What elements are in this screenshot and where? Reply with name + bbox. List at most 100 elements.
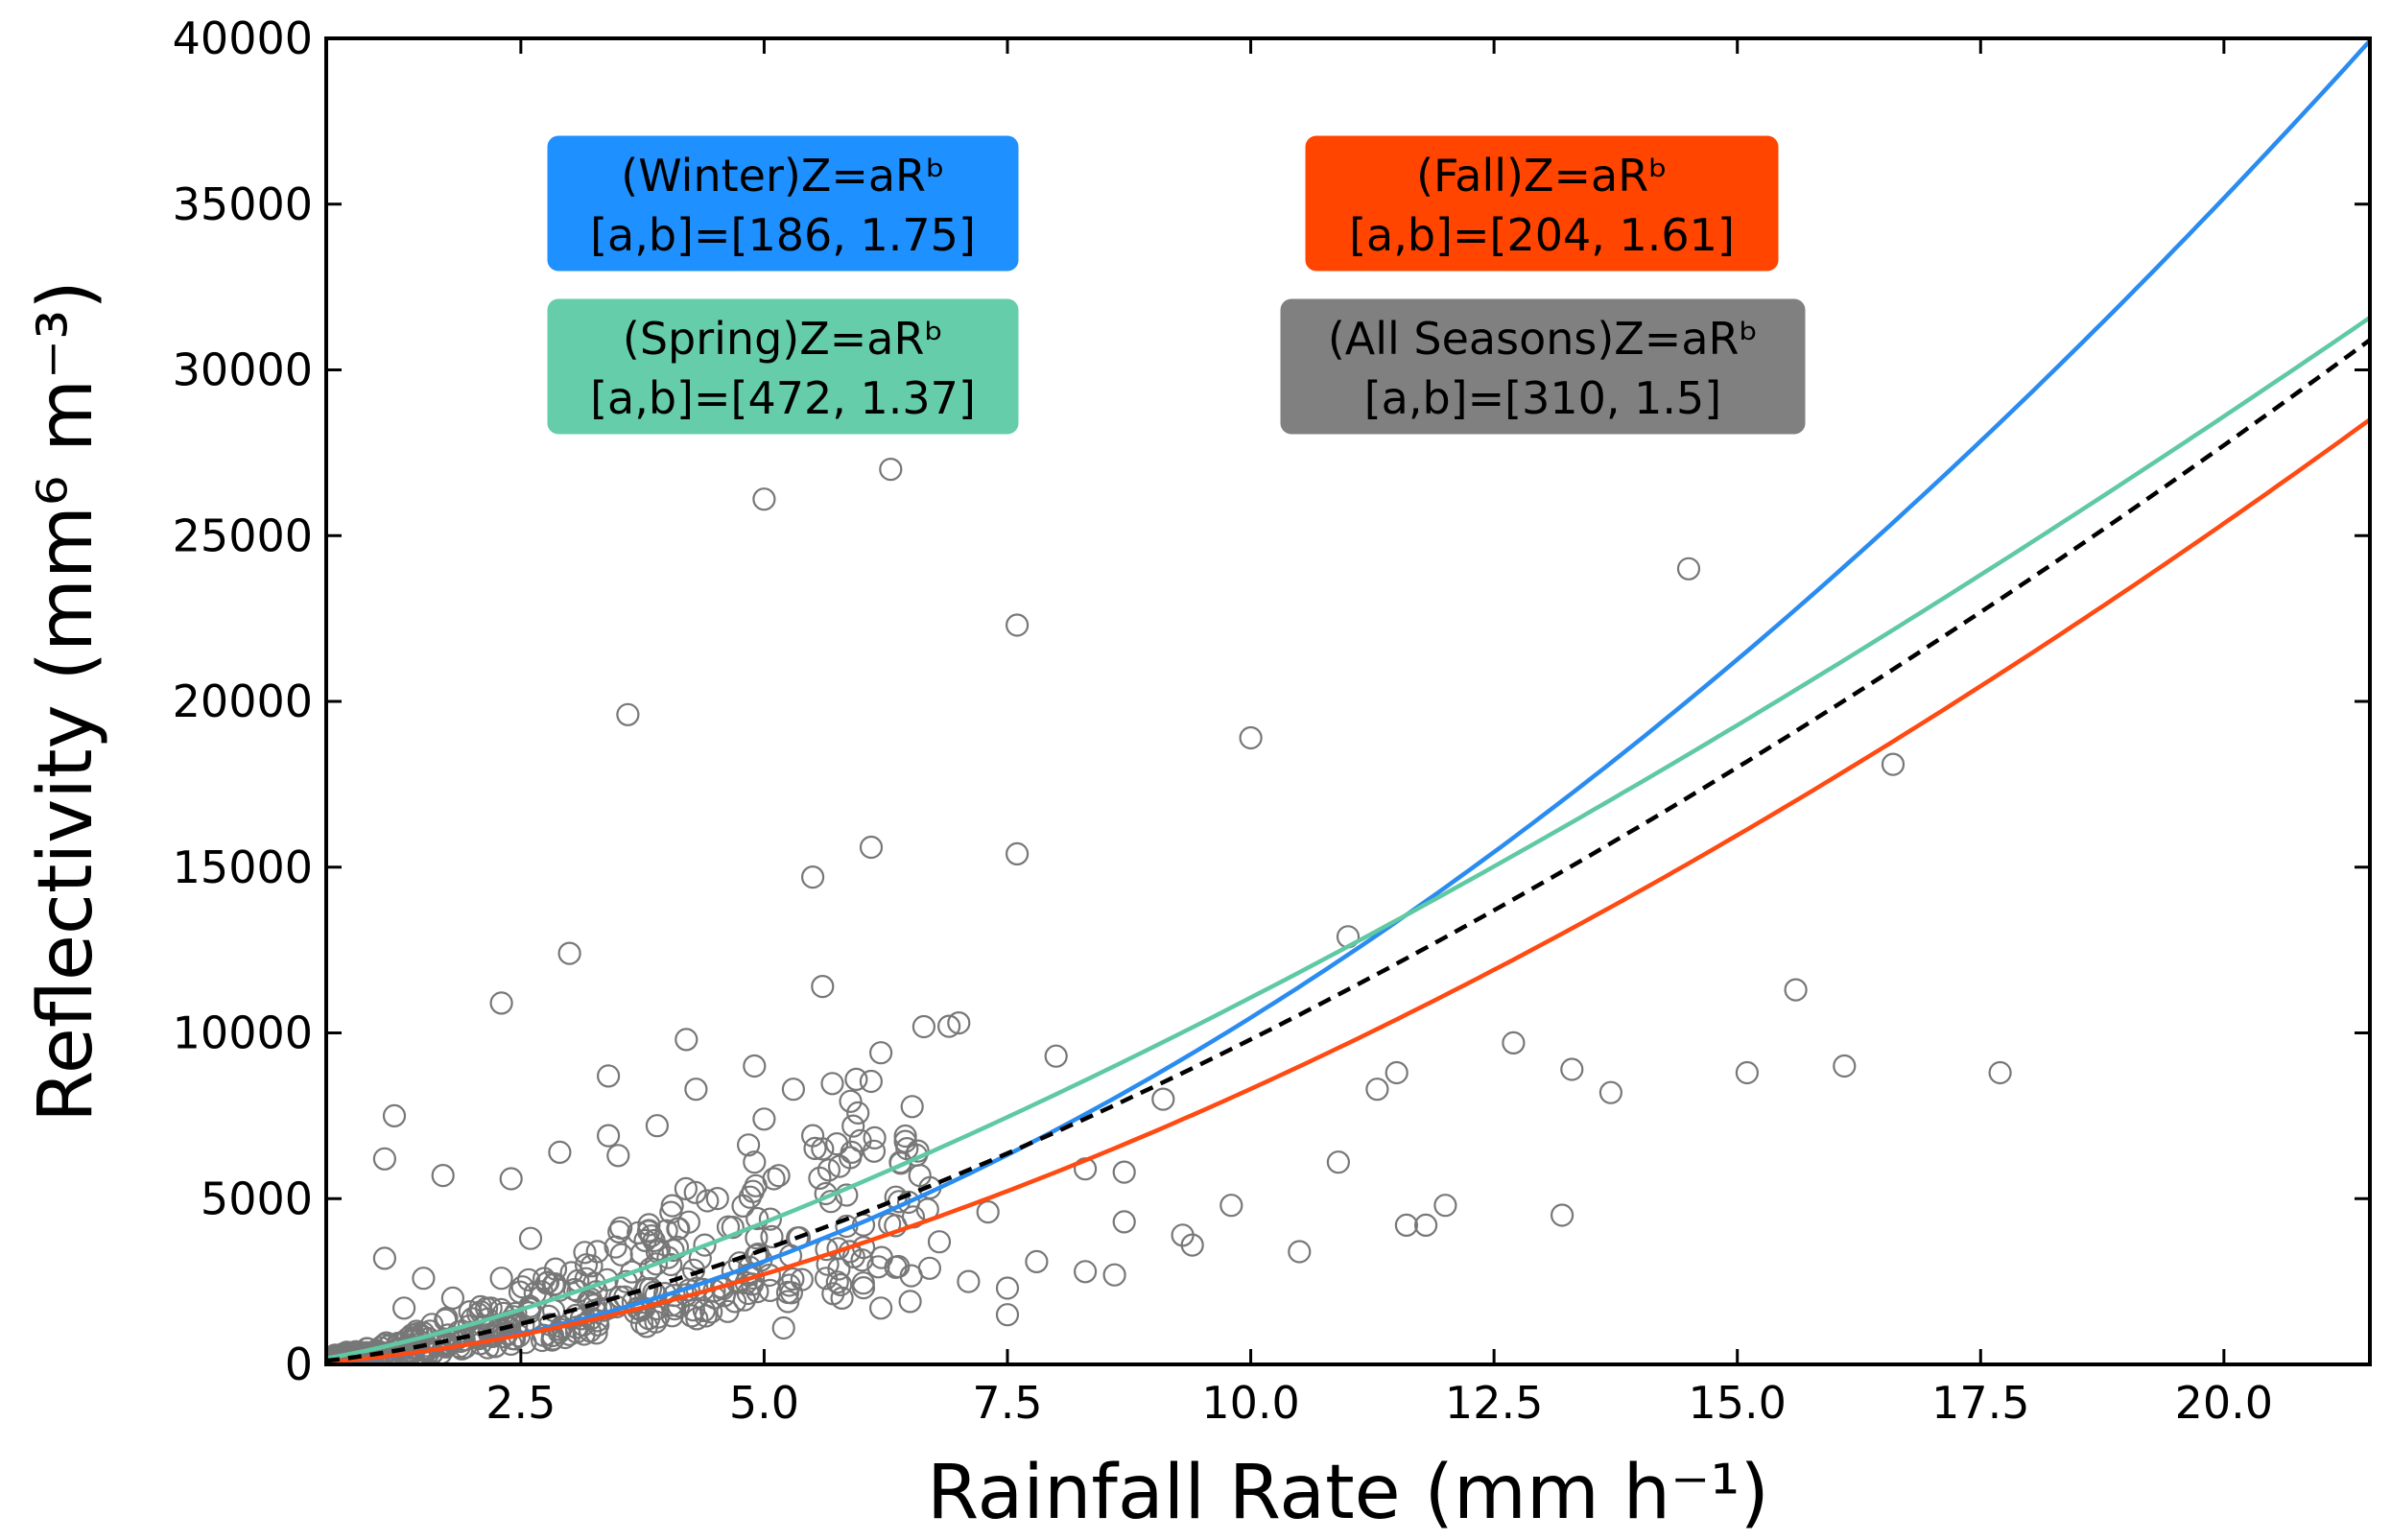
scatter-point — [743, 1150, 767, 1174]
annotation-box-bg — [547, 298, 1019, 435]
scatter-point — [863, 1125, 887, 1150]
scatter-point — [644, 1310, 668, 1334]
scatter-point — [752, 1107, 776, 1131]
scatter-point — [674, 1176, 698, 1201]
scatter-point — [957, 1269, 981, 1293]
scatter-point — [557, 941, 581, 965]
scatter-point — [800, 865, 825, 889]
scatter-point — [846, 1101, 870, 1125]
scatter-point — [1005, 841, 1030, 866]
scatter-point — [685, 1307, 709, 1331]
scatter-point — [825, 1270, 849, 1294]
scatter-point — [1394, 1213, 1419, 1238]
y-tick-label: 0 — [285, 1339, 313, 1390]
scatter-point — [705, 1186, 729, 1211]
annotation-parameters: [a,b]=[186, 1.75] — [590, 209, 976, 261]
scatter-point — [693, 1233, 717, 1257]
scatter-point — [499, 1167, 523, 1191]
scatter-point — [431, 1163, 455, 1188]
scatter-point — [1239, 725, 1263, 750]
scatter-point — [862, 1139, 887, 1163]
scatter-point — [1025, 1249, 1049, 1274]
scatter-point — [851, 1271, 875, 1295]
annotation-parameters: [a,b]=[472, 1.37] — [590, 372, 976, 424]
fit-curve-fall — [326, 417, 2370, 1364]
scatter-point — [771, 1315, 795, 1340]
scatter-point — [637, 1219, 661, 1243]
scatter-point — [839, 1089, 863, 1113]
annotation-parameters: [a,b]=[204, 1.61] — [1349, 209, 1735, 261]
scatter-point — [637, 1213, 661, 1237]
scatter-point — [1988, 1060, 2012, 1085]
scatter-point — [758, 1207, 783, 1231]
scatter-point — [1365, 1078, 1389, 1102]
scatter-point — [573, 1241, 597, 1265]
scatter-point — [1102, 1263, 1126, 1287]
scatter-point — [1288, 1240, 1312, 1264]
scatter-point — [564, 1303, 588, 1328]
annotation-box-bg — [1280, 298, 1806, 435]
scatter-point — [476, 1307, 500, 1331]
scatter-point — [606, 1144, 630, 1168]
scatter-point — [936, 1014, 961, 1038]
scatter-point — [596, 1124, 621, 1148]
y-tick-label: 40000 — [173, 12, 313, 64]
scatter-point — [647, 1237, 672, 1262]
scatter-point — [868, 1041, 893, 1065]
scatter-point — [721, 1215, 745, 1240]
scatter-point — [859, 835, 884, 860]
scatter-point — [790, 1268, 814, 1291]
annotation-box-all-seasons: (All Seasons)Z=aRᵇ [a,b]=[310, 1.5] — [1280, 298, 1806, 435]
scatter-point — [596, 1064, 621, 1088]
scatter-point — [995, 1303, 1020, 1327]
x-tick-label: 12.5 — [1445, 1377, 1543, 1429]
scatter-point — [927, 1230, 952, 1254]
scatter-point — [699, 1300, 723, 1324]
scatter-point — [1044, 1044, 1068, 1068]
scatter-point — [825, 1131, 849, 1156]
annotation-box-bg — [547, 135, 1019, 272]
y-tick-label: 25000 — [173, 509, 313, 561]
scatter-point — [660, 1194, 684, 1218]
scatter-point — [1326, 1150, 1351, 1174]
scatter-point — [489, 1267, 513, 1291]
scatter-point — [900, 1095, 924, 1119]
scatter-point — [1219, 1194, 1243, 1218]
scatter-point — [781, 1267, 805, 1291]
scatter-points — [326, 458, 2012, 1364]
annotation-box-winter: (Winter)Z=aRᵇ [a,b]=[186, 1.75] — [547, 135, 1019, 272]
y-axis-label: Reflectivity (mm⁶ m⁻³) — [23, 280, 109, 1123]
scatter-point — [869, 1245, 893, 1269]
scatter-point — [543, 1257, 568, 1281]
scatter-point — [744, 1173, 768, 1197]
scatter-point — [995, 1276, 1020, 1300]
scatter-point — [516, 1268, 541, 1291]
scatter-point — [879, 458, 903, 482]
scatter-point — [866, 1255, 890, 1279]
scatter-point — [811, 974, 835, 999]
y-tick-label: 10000 — [173, 1007, 313, 1059]
y-tick-label: 30000 — [173, 344, 313, 396]
scatter-point — [372, 1246, 396, 1270]
scatter-point — [767, 1164, 791, 1188]
fit-curves — [326, 38, 2370, 1364]
scatter-point — [817, 1158, 841, 1182]
scatter-point — [392, 1296, 416, 1320]
scatter-point — [1833, 1054, 1857, 1078]
annotation-equation: (Winter)Z=aRᵇ — [621, 150, 944, 201]
fit-annotation-boxes: (Winter)Z=aRᵇ [a,b]=[186, 1.75] (Fall)Z=aR… — [547, 135, 1806, 435]
annotation-box-fall: (Fall)Z=aRᵇ [a,b]=[204, 1.61] — [1305, 135, 1779, 272]
scatter-point — [1784, 978, 1808, 1002]
annotation-parameters: [a,b]=[310, 1.5] — [1364, 372, 1722, 424]
scatter-point — [893, 1124, 917, 1149]
scatter-point — [947, 1010, 971, 1035]
x-tick-label: 2.5 — [485, 1377, 556, 1429]
scatter-point — [675, 1028, 698, 1052]
scatter-point — [851, 1275, 876, 1300]
scatter-point — [976, 1199, 1000, 1224]
scatter-point — [1005, 613, 1030, 637]
scatter-point — [559, 1261, 583, 1285]
scatter-point — [803, 1136, 827, 1161]
x-tick-label: 17.5 — [1931, 1377, 2029, 1429]
